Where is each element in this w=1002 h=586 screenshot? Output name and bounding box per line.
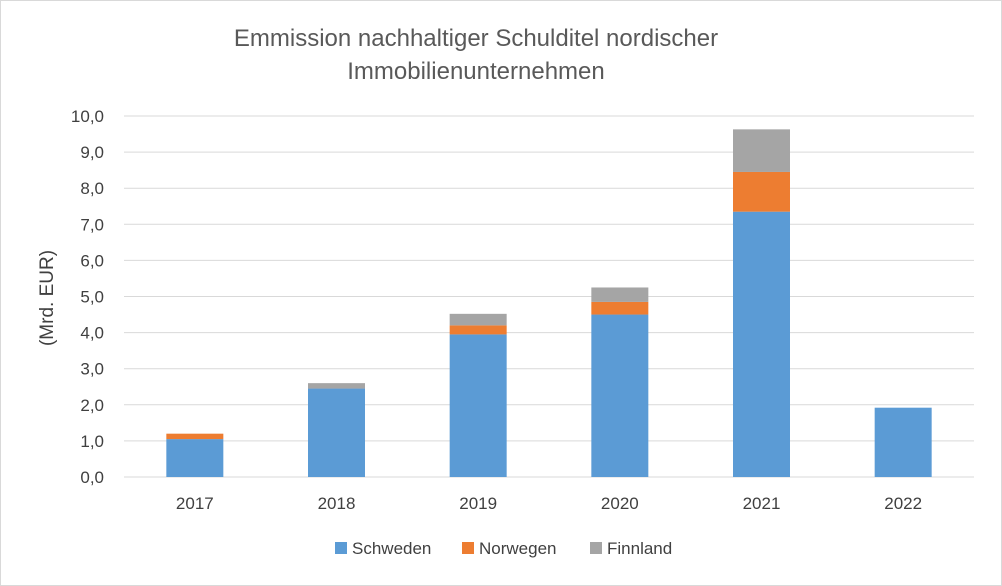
y-tick-label: 8,0 — [80, 179, 104, 198]
bar-schweden-2018 — [308, 388, 365, 477]
bar-schweden-2019 — [449, 334, 507, 477]
bar-schweden-2022 — [874, 407, 932, 477]
y-tick-label: 3,0 — [80, 360, 104, 379]
y-tick-label: 10,0 — [71, 107, 104, 126]
y-tick-label: 2,0 — [80, 396, 104, 415]
bar-layer — [166, 129, 932, 478]
y-tick-label: 6,0 — [80, 251, 104, 270]
x-tick-labels: 2017 2018 2019 2020 2021 2022 — [176, 494, 922, 513]
y-tick-label: 4,0 — [80, 324, 104, 343]
x-tick-label: 2017 — [176, 494, 214, 513]
y-tick-label: 5,0 — [80, 288, 104, 307]
x-tick-label: 2021 — [743, 494, 781, 513]
legend-swatch-norwegen — [462, 542, 474, 554]
y-tick-label: 1,0 — [80, 432, 104, 451]
x-tick-label: 2019 — [459, 494, 497, 513]
grid-layer — [124, 115, 974, 478]
legend-label-finnland: Finnland — [607, 539, 672, 558]
chart-title-line-2: Immobilienunternehmen — [347, 58, 604, 85]
bar-finnland-2020 — [591, 287, 649, 302]
legend: Schweden Norwegen Finnland — [335, 539, 672, 558]
legend-label-schweden: Schweden — [352, 539, 431, 558]
bar-norwegen-2021 — [733, 171, 790, 212]
x-tick-label: 2022 — [884, 494, 922, 513]
chart-title-line-1: Emmission nachhaltiger Schulditel nordis… — [234, 25, 718, 52]
legend-swatch-finnland — [590, 542, 602, 554]
bar-finnland-2019 — [449, 313, 507, 326]
bar-finnland-2021 — [733, 129, 790, 172]
y-tick-label: 9,0 — [80, 143, 104, 162]
legend-swatch-schweden — [335, 542, 347, 554]
bar-schweden-2021 — [733, 211, 790, 478]
x-tick-label: 2020 — [601, 494, 639, 513]
y-axis-title: (Mrd. EUR) — [37, 250, 58, 346]
bar-schweden-2017 — [166, 439, 224, 477]
y-tick-labels: 0,0 1,0 2,0 3,0 4,0 5,0 6,0 7,0 8,0 9,0 10,0 — [71, 107, 104, 487]
y-tick-label: 0,0 — [80, 468, 104, 487]
y-tick-label: 7,0 — [80, 215, 104, 234]
x-tick-label: 2018 — [318, 494, 356, 513]
bar-norwegen-2020 — [591, 301, 649, 315]
bar-norwegen-2019 — [449, 325, 507, 335]
bar-finnland-2018 — [308, 383, 365, 389]
legend-label-norwegen: Norwegen — [479, 539, 557, 558]
bar-schweden-2020 — [591, 314, 649, 477]
bar-norwegen-2017 — [166, 433, 224, 440]
